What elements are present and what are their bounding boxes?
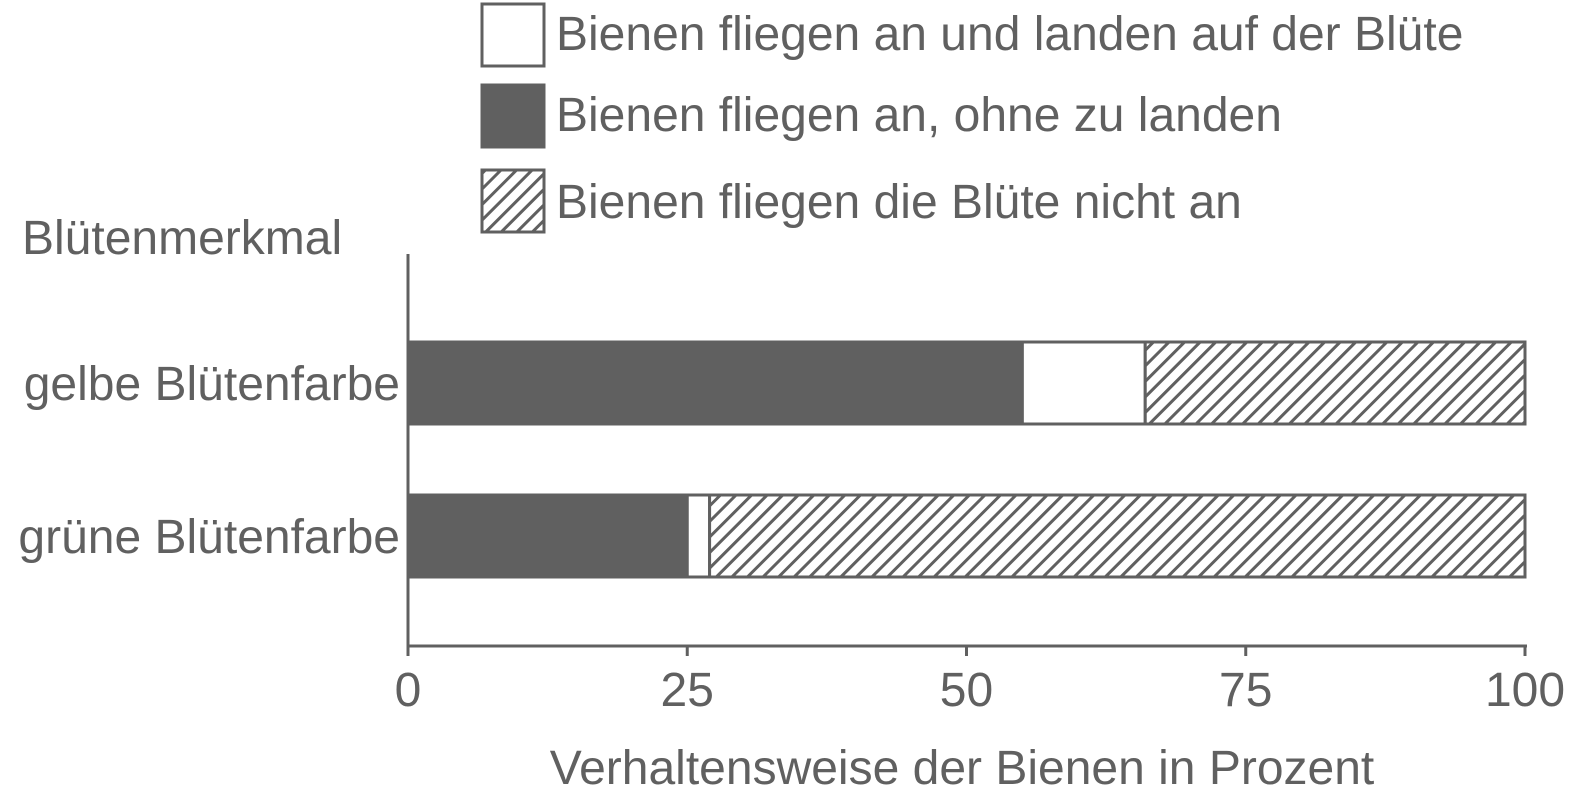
x-axis-title: Verhaltensweise der Bienen in Prozent (550, 742, 1375, 795)
legend-label: Bienen fliegen an und landen auf der Blü… (556, 8, 1463, 61)
x-tick-label: 0 (395, 664, 422, 717)
legend-swatch (480, 168, 546, 234)
category-label: grüne Blütenfarbe (18, 511, 400, 564)
legend: Bienen fliegen an und landen auf der Blü… (480, 2, 1463, 234)
y-axis-title: Blütenmerkmal (22, 212, 342, 265)
x-ticks: 0 25 50 75 100 (395, 646, 1565, 717)
bar-segment (406, 340, 1024, 426)
x-tick-label: 75 (1219, 664, 1272, 717)
category-label: gelbe Blütenfarbe (24, 358, 400, 411)
bars (406, 340, 1527, 579)
legend-label: Bienen fliegen an, ohne zu landen (556, 89, 1282, 142)
legend-swatch (480, 2, 546, 68)
bar-segment (406, 493, 689, 579)
x-tick-label: 25 (661, 664, 714, 717)
category-labels: gelbe Blütenfarbe grüne Blütenfarbe (18, 358, 400, 564)
legend-swatch (480, 83, 546, 149)
x-tick-label: 100 (1485, 664, 1565, 717)
legend-label: Bienen fliegen die Blüte nicht an (556, 176, 1242, 229)
bar-segment (1143, 340, 1527, 426)
x-tick-label: 50 (940, 664, 993, 717)
bar-segment (685, 493, 712, 579)
bar-segment (708, 493, 1527, 579)
bar-segment (1020, 340, 1147, 426)
